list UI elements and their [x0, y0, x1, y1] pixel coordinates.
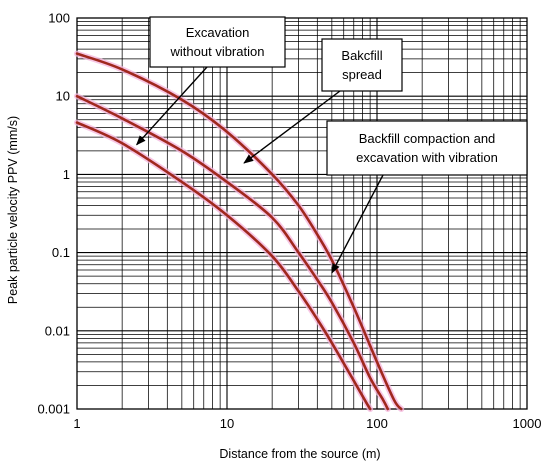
tick-labels: 1 10 100 1000 0.001 0.01 0.1 1 10 100 — [37, 11, 541, 432]
callout-3: Backfill compaction and excavation with v… — [326, 120, 528, 274]
series-layer — [74, 50, 405, 412]
x-tick-label: 100 — [366, 416, 388, 431]
y-tick-label: 0.1 — [52, 245, 70, 260]
callout-arrow — [136, 66, 208, 146]
callout-box — [326, 120, 528, 176]
callout-arrow — [331, 174, 384, 274]
x-axis-title: Distance from the source (m) — [219, 447, 380, 461]
y-tick-label: 10 — [56, 89, 70, 104]
x-tick-label: 1 — [73, 416, 80, 431]
grid — [76, 17, 528, 410]
y-tick-label: 1 — [63, 167, 70, 182]
x-tick-label: 10 — [220, 416, 234, 431]
series-glow-3 — [74, 119, 374, 412]
callout-1: Excavation without vibration — [136, 16, 286, 146]
y-tick-label: 0.01 — [45, 323, 70, 338]
callout-box — [149, 16, 286, 68]
callout-arrow — [243, 90, 341, 164]
series-line-2 — [75, 94, 390, 411]
x-tick-label: 1000 — [513, 416, 542, 431]
series-line-3 — [75, 121, 372, 411]
callout-text-line: spread — [342, 67, 382, 82]
series-glow-1 — [74, 50, 405, 412]
y-tick-label: 100 — [48, 11, 70, 26]
y-tick-label: 0.001 — [37, 402, 70, 417]
callout-text-line: Bakcfill — [341, 48, 382, 63]
callout-box — [321, 38, 403, 92]
callout-text-line: Backfill compaction and — [359, 131, 496, 146]
plot-frame — [76, 17, 528, 410]
y-axis-title: Peak particle velocity PPV (mm/s) — [6, 116, 20, 304]
callout-text-line: Excavation — [186, 25, 250, 40]
callout-text-line: without vibration — [170, 44, 265, 59]
callout-2: Bakcfill spread — [243, 38, 403, 164]
callout-text-line: excavation with vibration — [356, 150, 498, 165]
callouts: Excavation without vibration Bakcfill sprea… — [136, 16, 528, 274]
series-line-1 — [75, 52, 403, 411]
